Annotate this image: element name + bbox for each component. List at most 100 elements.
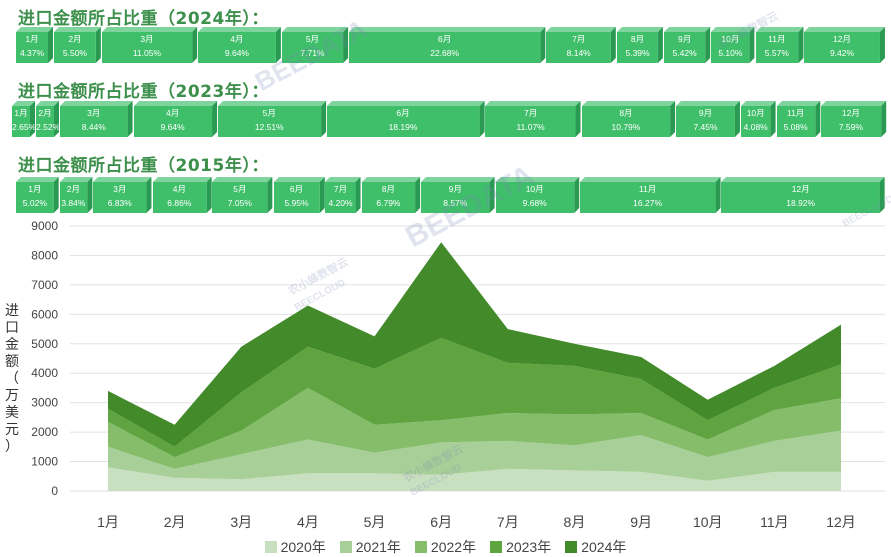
share-segment-percent-label: 8.14%: [566, 48, 591, 58]
share-segment-front: [101, 32, 193, 63]
share-segment-percent-label: 18.19%: [388, 122, 418, 132]
share-segment: 11月 5.08%: [776, 101, 821, 137]
x-tick-label: 3月: [230, 514, 252, 530]
share-segment-percent-label: 7.71%: [300, 48, 325, 58]
area-series-2024年: [108, 242, 841, 447]
share-segment-month-label: 10月: [746, 108, 765, 118]
section-title-2024: 进口金额所占比重（2024年）：: [18, 9, 269, 29]
share-segment-month-label: 8月: [630, 34, 645, 44]
share-segment-top: [281, 27, 348, 32]
share-segment-shape: [617, 27, 663, 63]
share-segment-top: [361, 177, 420, 182]
share-segment-shape: [101, 27, 198, 63]
share-segment-month-label: 7月: [572, 34, 586, 44]
x-tick-label: 11月: [760, 514, 789, 530]
share-segment-percent-label: 4.20%: [328, 198, 353, 208]
y-tick-label: 6000: [31, 307, 58, 321]
share-segment-month-label: 4月: [172, 184, 186, 194]
share-segment-shape: [546, 27, 617, 63]
share-segment-side: [355, 177, 361, 213]
x-tick-label: 12月: [826, 514, 856, 530]
legend-item-2020[interactable]: 2020年: [264, 537, 326, 557]
share-segment-percent-label: 9.64%: [160, 122, 185, 132]
share-segment-month-label: 2月: [66, 184, 80, 194]
share-segment-front: [664, 32, 706, 63]
share-segment-percent-label: 9.68%: [522, 198, 547, 208]
share-segment-month-label: 9月: [698, 108, 713, 118]
share-segment-side: [342, 27, 348, 63]
legend-item-2021[interactable]: 2021年: [339, 537, 401, 557]
share-segment-shape: [581, 101, 675, 137]
share-segment-front: [217, 106, 321, 137]
share-segment-top: [212, 177, 273, 182]
share-segment-shape: [36, 101, 59, 137]
y-axis-label-char: 万: [5, 388, 19, 404]
legend-item-2023[interactable]: 2023年: [490, 537, 551, 557]
share-segment-shape: [16, 177, 59, 213]
share-segment-top: [546, 27, 617, 32]
share-segment-percent-label: 22.68%: [430, 48, 460, 58]
share-segment: 11月 5.57%: [755, 27, 805, 63]
share-segment-top: [579, 177, 721, 182]
share-segment-shape: [281, 27, 348, 63]
share-segment: 10月 4.08%: [740, 101, 777, 137]
share-segment-month-label: 10月: [525, 184, 544, 194]
share-segment-percent-label: 7.45%: [693, 122, 718, 132]
share-segment-percent-label: 2.52%: [36, 122, 61, 132]
share-segment-month-label: 11月: [638, 184, 657, 194]
share-segment-month-label: 7月: [524, 108, 538, 118]
share-segment-shape: [273, 177, 325, 213]
share-segment-percent-label: 6.79%: [376, 198, 401, 208]
share-segment-top: [198, 27, 281, 32]
share-segment-month-label: 11月: [786, 108, 805, 118]
share-segment: 11月 16.27%: [579, 177, 722, 213]
share-segment-percent-label: 4.08%: [743, 122, 768, 132]
share-segment: 4月 6.86%: [152, 177, 213, 213]
share-segment-front: [93, 182, 147, 213]
share-segment-shape: [198, 27, 281, 63]
share-segment-front: [212, 182, 268, 213]
x-tick-label: 9月: [630, 514, 652, 530]
legend-swatch-2021: [339, 541, 352, 553]
share-segment-shape: [579, 177, 721, 213]
legend-label-2020: 2020年: [280, 539, 326, 555]
share-segment-shape: [59, 177, 93, 213]
share-segment-top: [12, 101, 35, 106]
area-series-2022年: [108, 387, 841, 469]
share-segment-front: [485, 106, 576, 137]
share-segment-front: [325, 182, 356, 213]
share-segment-side: [87, 177, 93, 213]
share-segment-front: [804, 32, 880, 63]
share-segment: 2月 5.50%: [54, 27, 102, 63]
share-segment-side: [320, 101, 326, 137]
share-segment-front: [54, 32, 96, 63]
share-segment-front: [16, 32, 49, 63]
share-segment-side: [715, 177, 721, 213]
share-segment: 6月 18.19%: [326, 101, 486, 137]
share-segment-front: [676, 106, 735, 137]
share-segment-shape: [664, 27, 711, 63]
x-tick-label: 5月: [364, 514, 386, 530]
legend-swatch-2023: [490, 541, 503, 553]
share-segment-month-label: 5月: [262, 108, 276, 118]
share-segment-top: [133, 101, 217, 106]
share-segment-percent-label: 7.05%: [227, 198, 252, 208]
share-segment-top: [349, 27, 546, 32]
share-segment-top: [273, 177, 325, 182]
share-segment: 12月 9.42%: [804, 27, 886, 63]
share-segment-side: [489, 177, 495, 213]
share-segment-side: [573, 177, 579, 213]
share-segment-side: [30, 101, 35, 137]
share-segment-month-label: 6月: [438, 34, 452, 44]
share-segment-shape: [349, 27, 546, 63]
share-segment-side: [267, 177, 273, 213]
share-segment-side: [798, 27, 804, 63]
share-segment-front: [361, 182, 415, 213]
share-segment-percent-label: 5.08%: [783, 122, 808, 132]
share-segment-top: [421, 177, 495, 182]
share-segment-side: [705, 27, 711, 63]
share-segment: 3月 11.05%: [101, 27, 198, 63]
legend-item-2024[interactable]: 2024年: [565, 537, 626, 557]
legend-item-2022[interactable]: 2022年: [414, 537, 476, 557]
legend-swatch-2020: [264, 541, 277, 553]
